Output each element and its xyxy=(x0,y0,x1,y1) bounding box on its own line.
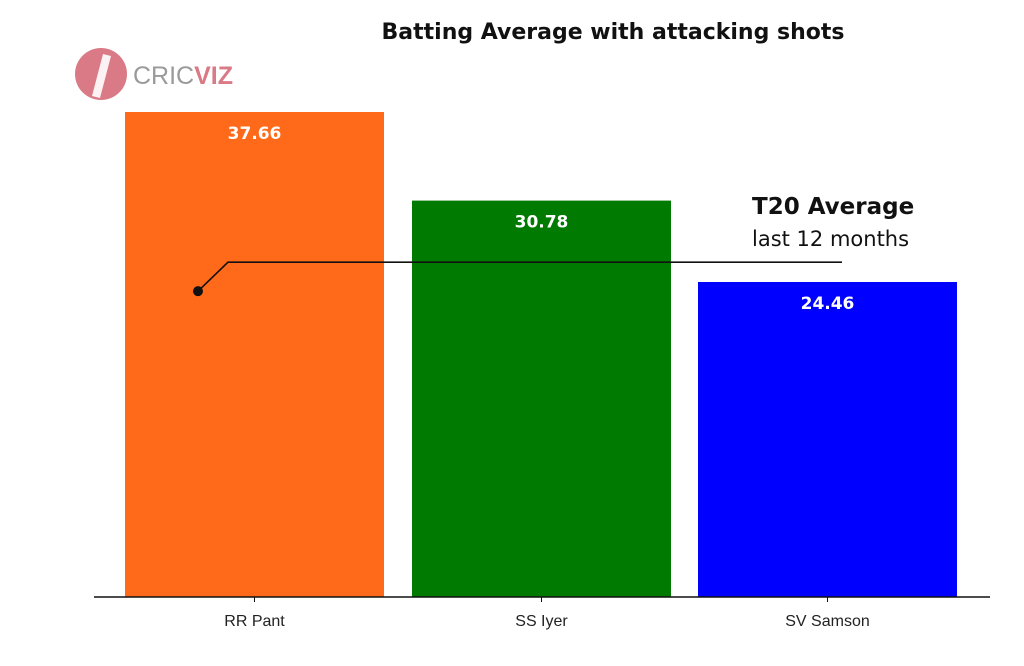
svg-text:CRICVIZ: CRICVIZ xyxy=(133,62,233,90)
bar-ss-iyer xyxy=(412,200,671,598)
t20-average-annotation: T20 Average last 12 months xyxy=(193,194,914,297)
x-tick-label: SS Iyer xyxy=(515,613,568,630)
logo-text-cric: CRIC xyxy=(133,62,194,90)
bar-value-label: 24.46 xyxy=(801,294,855,314)
bar-rr-pant xyxy=(125,112,384,597)
x-tick-label: RR Pant xyxy=(224,613,285,630)
cricket-bat-icon xyxy=(92,54,111,98)
bar-value-label: 30.78 xyxy=(515,213,569,233)
bars-layer: 37.66 RR Pant 30.78 SS Iyer 24.46 SV Samson xyxy=(125,112,957,630)
chart-title: Batting Average with attacking shots xyxy=(382,20,845,45)
bar-sv-samson xyxy=(698,281,957,597)
cricviz-logo: CRICVIZ xyxy=(75,48,233,100)
bar-value-label: 37.66 xyxy=(228,124,282,144)
logo-text-viz: VIZ xyxy=(194,62,233,90)
annotation-subtitle: last 12 months xyxy=(752,227,909,251)
x-tick-label: SV Samson xyxy=(785,613,869,630)
annotation-title: T20 Average xyxy=(752,194,914,220)
annotation-marker xyxy=(193,286,203,297)
annotation-leader-line xyxy=(197,261,842,292)
